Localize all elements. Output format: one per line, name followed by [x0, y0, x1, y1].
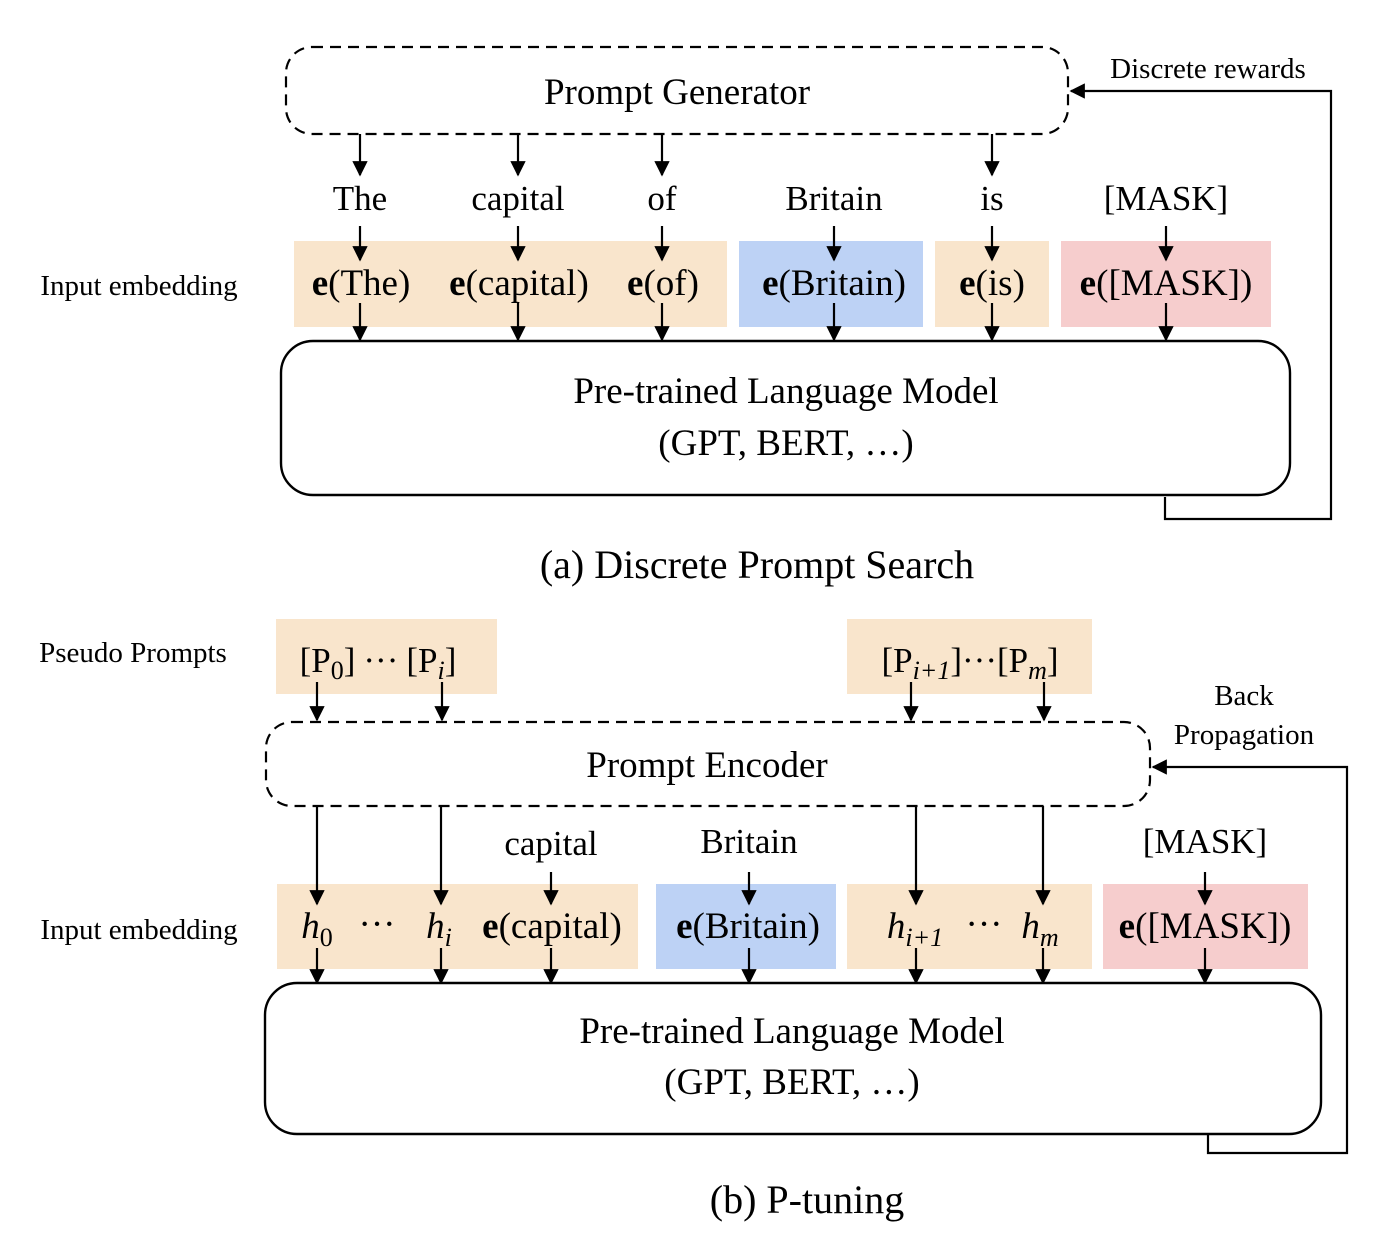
- token-britain-b: Britain: [700, 822, 797, 861]
- token-capital: capital: [471, 179, 565, 218]
- token-of: of: [647, 179, 677, 218]
- token-mask: [MASK]: [1104, 179, 1228, 218]
- pseudo-prompts-label: Pseudo Prompts: [39, 637, 227, 669]
- token-britain: Britain: [785, 179, 882, 218]
- input-embedding-label-a: Input embedding: [40, 270, 237, 302]
- embedding-hm: hm: [1021, 906, 1058, 952]
- prompt-generator-label: Prompt Generator: [544, 72, 810, 113]
- embedding-mask: e([MASK]): [1080, 263, 1253, 304]
- embedding-mask-b: e([MASK]): [1119, 906, 1292, 947]
- backprop-feedback-arrow: [1151, 759, 1349, 1155]
- rewards-feedback-arrow: [1069, 83, 1333, 521]
- pseudo-prompt-right: [Pi+1]···[Pm]: [881, 641, 1058, 685]
- embedding-capital-b: e(capital): [482, 906, 622, 947]
- prompt-generator-box: [284, 45, 1070, 136]
- language-model-subtitle-a: (GPT, BERT, …): [658, 423, 913, 464]
- input-embedding-label-b: Input embedding: [40, 914, 237, 946]
- discrete-rewards-label: Discrete rewards: [1110, 53, 1306, 85]
- embedding-britain-b: e(Britain): [676, 906, 820, 947]
- token-mask-b: [MASK]: [1143, 822, 1267, 861]
- language-model-title-a: Pre-trained Language Model: [573, 371, 998, 412]
- back-propagation-label-line1: Back: [1214, 680, 1274, 712]
- embedding-britain: e(Britain): [762, 263, 906, 304]
- embedding-is: e(is): [959, 263, 1025, 304]
- prompt-encoder-box: [264, 720, 1152, 808]
- embedding-the: e(The): [312, 263, 411, 304]
- pseudo-prompt-bg-right: [847, 619, 1092, 694]
- embedding-hi: hi: [426, 906, 452, 952]
- pseudo-prompt-left: [P0] ··· [Pi]: [300, 641, 457, 685]
- prompt-encoder-label: Prompt Encoder: [586, 745, 827, 786]
- embedding-bg-orange-right: [847, 884, 1092, 969]
- language-model-title-b: Pre-trained Language Model: [579, 1011, 1004, 1052]
- panel-a: Prompt Generator Discrete rewards The ca…: [40, 45, 1333, 587]
- token-is: is: [980, 179, 1003, 218]
- caption-b: (b) P-tuning: [710, 1177, 904, 1222]
- token-capital-b: capital: [504, 824, 598, 863]
- embedding-hi1: hi+1: [887, 906, 943, 952]
- panel-b: Pseudo Prompts [P0] ··· [Pi] [Pi+1]···[Pm]…: [39, 619, 1349, 1222]
- embedding-bg-orange-left: [277, 884, 638, 969]
- embedding-capital: e(capital): [449, 263, 589, 304]
- caption-a: (a) Discrete Prompt Search: [540, 542, 974, 587]
- embedding-h0: h0: [301, 906, 333, 952]
- pseudo-prompt-bg-left: [276, 619, 497, 694]
- back-propagation-label-line2: Propagation: [1174, 719, 1315, 751]
- embedding-of: e(of): [627, 263, 699, 304]
- embedding-dots-left: ···: [359, 904, 396, 945]
- language-model-box-a: [279, 339, 1292, 497]
- embedding-dots-right: ···: [966, 904, 1003, 945]
- language-model-box-b: [263, 981, 1323, 1136]
- token-the: The: [333, 179, 387, 218]
- language-model-subtitle-b: (GPT, BERT, …): [664, 1062, 919, 1103]
